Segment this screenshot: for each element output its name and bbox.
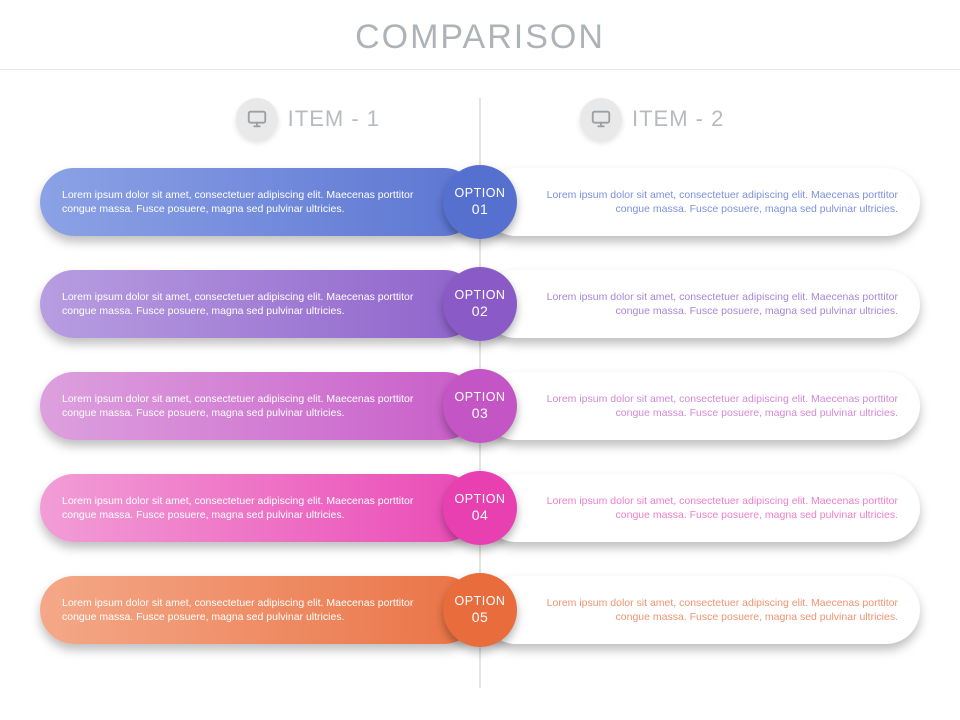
content-area: ITEM - 1 ITEM - 2 Lorem ipsum dolor sit … bbox=[40, 98, 920, 654]
left-text: Lorem ipsum dolor sit amet, consectetuer… bbox=[62, 290, 430, 318]
left-text: Lorem ipsum dolor sit amet, consectetuer… bbox=[62, 494, 430, 522]
monitor-icon bbox=[236, 98, 278, 140]
right-text: Lorem ipsum dolor sit amet, consectetuer… bbox=[530, 596, 898, 624]
option-badge: OPTION01 bbox=[443, 165, 517, 239]
option-label: OPTION bbox=[455, 289, 506, 303]
left-pill: Lorem ipsum dolor sit amet, consectetuer… bbox=[40, 168, 478, 236]
item-label-2: ITEM - 2 bbox=[632, 106, 724, 132]
left-text: Lorem ipsum dolor sit amet, consectetuer… bbox=[62, 188, 430, 216]
page-title: COMPARISON bbox=[0, 0, 960, 69]
left-text: Lorem ipsum dolor sit amet, consectetuer… bbox=[62, 596, 430, 624]
right-pill: Lorem ipsum dolor sit amet, consectetuer… bbox=[482, 474, 920, 542]
right-text: Lorem ipsum dolor sit amet, consectetuer… bbox=[530, 290, 898, 318]
comparison-row: Lorem ipsum dolor sit amet, consectetuer… bbox=[40, 372, 920, 450]
option-label: OPTION bbox=[455, 595, 506, 609]
right-pill: Lorem ipsum dolor sit amet, consectetuer… bbox=[482, 270, 920, 338]
right-pill: Lorem ipsum dolor sit amet, consectetuer… bbox=[482, 168, 920, 236]
left-pill: Lorem ipsum dolor sit amet, consectetuer… bbox=[40, 270, 478, 338]
option-badge: OPTION02 bbox=[443, 267, 517, 341]
left-text: Lorem ipsum dolor sit amet, consectetuer… bbox=[62, 392, 430, 420]
title-separator bbox=[0, 69, 960, 70]
option-badge: OPTION03 bbox=[443, 369, 517, 443]
comparison-row: Lorem ipsum dolor sit amet, consectetuer… bbox=[40, 474, 920, 552]
right-text: Lorem ipsum dolor sit amet, consectetuer… bbox=[530, 392, 898, 420]
comparison-row: Lorem ipsum dolor sit amet, consectetuer… bbox=[40, 576, 920, 654]
left-pill: Lorem ipsum dolor sit amet, consectetuer… bbox=[40, 474, 478, 542]
right-text: Lorem ipsum dolor sit amet, consectetuer… bbox=[530, 494, 898, 522]
item-head-1: ITEM - 1 bbox=[236, 98, 380, 140]
option-number: 01 bbox=[472, 201, 489, 217]
option-badge: OPTION05 bbox=[443, 573, 517, 647]
monitor-icon bbox=[580, 98, 622, 140]
option-label: OPTION bbox=[455, 187, 506, 201]
item-head-2: ITEM - 2 bbox=[580, 98, 724, 140]
option-number: 02 bbox=[472, 303, 489, 319]
right-pill: Lorem ipsum dolor sit amet, consectetuer… bbox=[482, 576, 920, 644]
right-pill: Lorem ipsum dolor sit amet, consectetuer… bbox=[482, 372, 920, 440]
left-pill: Lorem ipsum dolor sit amet, consectetuer… bbox=[40, 372, 478, 440]
item-label-1: ITEM - 1 bbox=[288, 106, 380, 132]
comparison-row: Lorem ipsum dolor sit amet, consectetuer… bbox=[40, 168, 920, 246]
option-number: 03 bbox=[472, 405, 489, 421]
option-badge: OPTION04 bbox=[443, 471, 517, 545]
comparison-row: Lorem ipsum dolor sit amet, consectetuer… bbox=[40, 270, 920, 348]
option-number: 04 bbox=[472, 507, 489, 523]
option-label: OPTION bbox=[455, 493, 506, 507]
right-text: Lorem ipsum dolor sit amet, consectetuer… bbox=[530, 188, 898, 216]
left-pill: Lorem ipsum dolor sit amet, consectetuer… bbox=[40, 576, 478, 644]
option-number: 05 bbox=[472, 609, 489, 625]
option-label: OPTION bbox=[455, 391, 506, 405]
